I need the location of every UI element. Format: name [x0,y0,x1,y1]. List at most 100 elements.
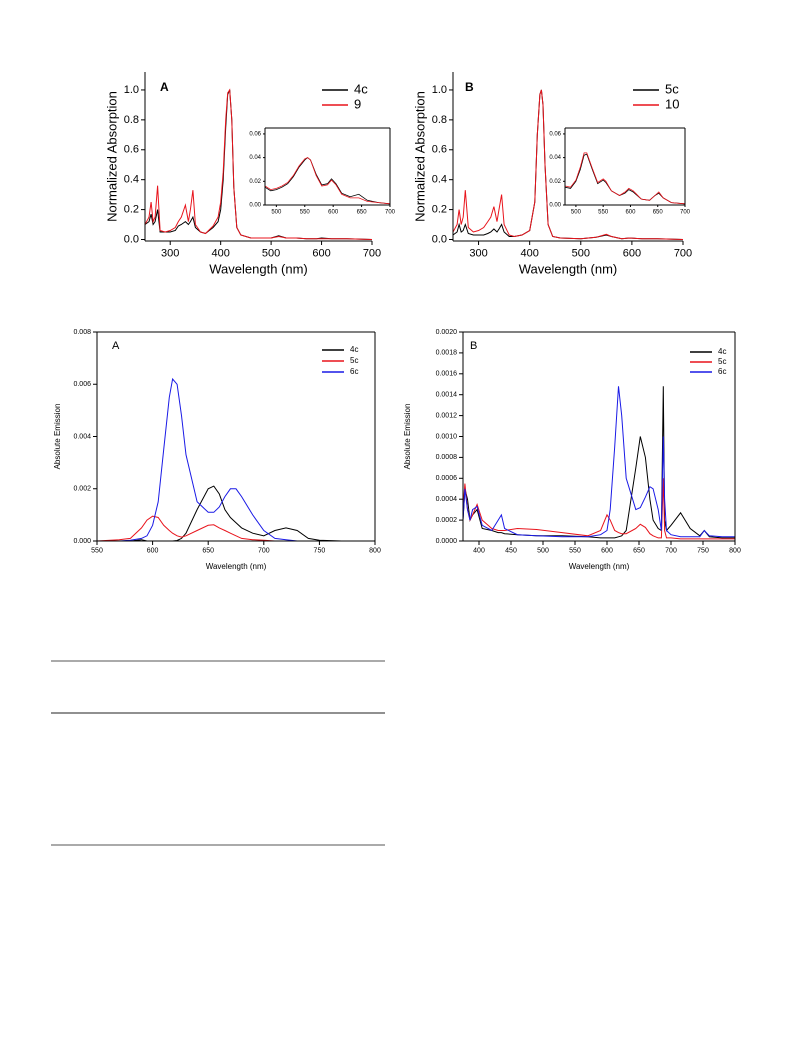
y-tick-label: 0.0010 [436,433,458,440]
y-tick-label: 0.02 [549,179,561,185]
y-tick-label: 0.0008 [436,454,458,461]
x-tick-label: 500 [571,209,582,215]
y-tick-label: 0.0002 [436,517,458,524]
x-tick-label: 550 [598,209,609,215]
legend-label: 5c [665,81,679,96]
x-tick-label: 500 [271,209,282,215]
y-axis-title: Normalized Absorption [104,91,119,222]
y-tick-label: 0.6 [432,144,447,156]
x-tick-label: 650 [357,209,368,215]
inset-background [265,128,390,205]
y-tick-label: 0.006 [73,381,91,388]
x-axis-title: Wavelength (nm) [519,261,618,276]
y-tick-label: 0.00 [249,203,261,209]
y-tick-label: 0.06 [249,132,261,138]
legend-label: 4c [350,345,358,354]
x-tick-label: 550 [91,547,103,554]
panel-label: A [160,80,169,94]
legend-label: 10 [665,96,679,111]
y-axis-title: Absolute Emission [53,404,62,470]
x-axis-title: Wavelength (nm) [209,261,308,276]
legend-label: 5c [350,356,358,365]
series-line [463,478,735,540]
x-tick-label: 650 [202,547,214,554]
y-tick-label: 0.2 [124,203,139,215]
x-tick-label: 700 [674,248,692,260]
legend-label: 6c [718,367,726,376]
y-tick-label: 0.000 [73,538,91,545]
y-tick-label: 0.04 [549,155,561,161]
x-tick-label: 700 [680,209,691,215]
x-tick-label: 750 [314,547,326,554]
legend-label: 4c [354,81,368,96]
x-tick-label: 400 [473,547,485,554]
panel-label: A [112,340,120,352]
y-tick-label: 0.4 [432,174,447,186]
y-tick-label: 0.04 [249,155,261,161]
x-axis-title: Wavelength (nm) [206,562,267,571]
x-tick-label: 800 [369,547,381,554]
series-line [463,386,735,539]
x-tick-label: 450 [505,547,517,554]
series-line [565,152,685,205]
x-tick-label: 600 [312,248,330,260]
panel-label: B [465,80,474,94]
x-tick-label: 550 [300,209,311,215]
legend-label: 9 [354,96,361,111]
x-tick-label: 500 [572,248,590,260]
legend-label: 5c [718,357,726,366]
y-tick-label: 0.4 [124,174,139,186]
y-tick-label: 0.0 [432,233,447,245]
series-line [453,89,683,240]
x-tick-label: 600 [147,547,159,554]
x-tick-label: 550 [569,547,581,554]
x-tick-label: 300 [161,248,179,260]
y-tick-label: 0.00 [549,203,561,209]
x-tick-label: 400 [520,248,538,260]
x-tick-label: 600 [328,209,339,215]
x-tick-label: 300 [469,248,487,260]
y-tick-label: 0.002 [73,486,91,493]
series-line [97,485,375,541]
series-line [463,386,735,538]
x-tick-label: 800 [729,547,741,554]
panel-label: B [470,340,477,352]
y-tick-label: 0.008 [73,329,91,336]
x-tick-label: 500 [262,248,280,260]
y-tick-label: 0.06 [549,132,561,138]
x-tick-label: 500 [537,547,549,554]
y-tick-label: 0.0016 [436,371,458,378]
legend-label: 6c [350,367,358,376]
x-tick-label: 600 [625,209,636,215]
series-line [265,157,390,205]
x-tick-label: 650 [653,209,664,215]
y-axis-title: Normalized Absorption [412,91,427,222]
y-tick-label: 0.02 [249,179,261,185]
x-tick-label: 700 [665,547,677,554]
x-tick-label: 400 [211,248,229,260]
y-tick-label: 0.004 [73,433,91,440]
series-line [97,515,375,541]
x-tick-label: 600 [623,248,641,260]
y-tick-label: 0.0004 [436,496,458,503]
y-tick-label: 0.0000 [436,538,458,545]
legend-label: 4c [718,347,726,356]
x-tick-label: 700 [385,209,396,215]
series-line [265,157,390,205]
y-tick-label: 1.0 [124,84,139,96]
y-tick-label: 0.0006 [436,475,458,482]
series-line [145,88,372,240]
series-line [97,377,375,541]
x-tick-label: 600 [601,547,613,554]
x-tick-label: 750 [697,547,709,554]
y-tick-label: 0.2 [432,203,447,215]
y-tick-label: 0.6 [124,144,139,156]
y-tick-label: 0.0014 [436,392,458,399]
y-tick-label: 0.0 [124,233,139,245]
x-axis-title: Wavelength (nm) [569,562,630,571]
x-tick-label: 700 [363,248,381,260]
y-axis-title: Absolute Emission [403,404,412,470]
y-tick-label: 1.0 [432,84,447,96]
y-tick-label: 0.8 [432,114,447,126]
